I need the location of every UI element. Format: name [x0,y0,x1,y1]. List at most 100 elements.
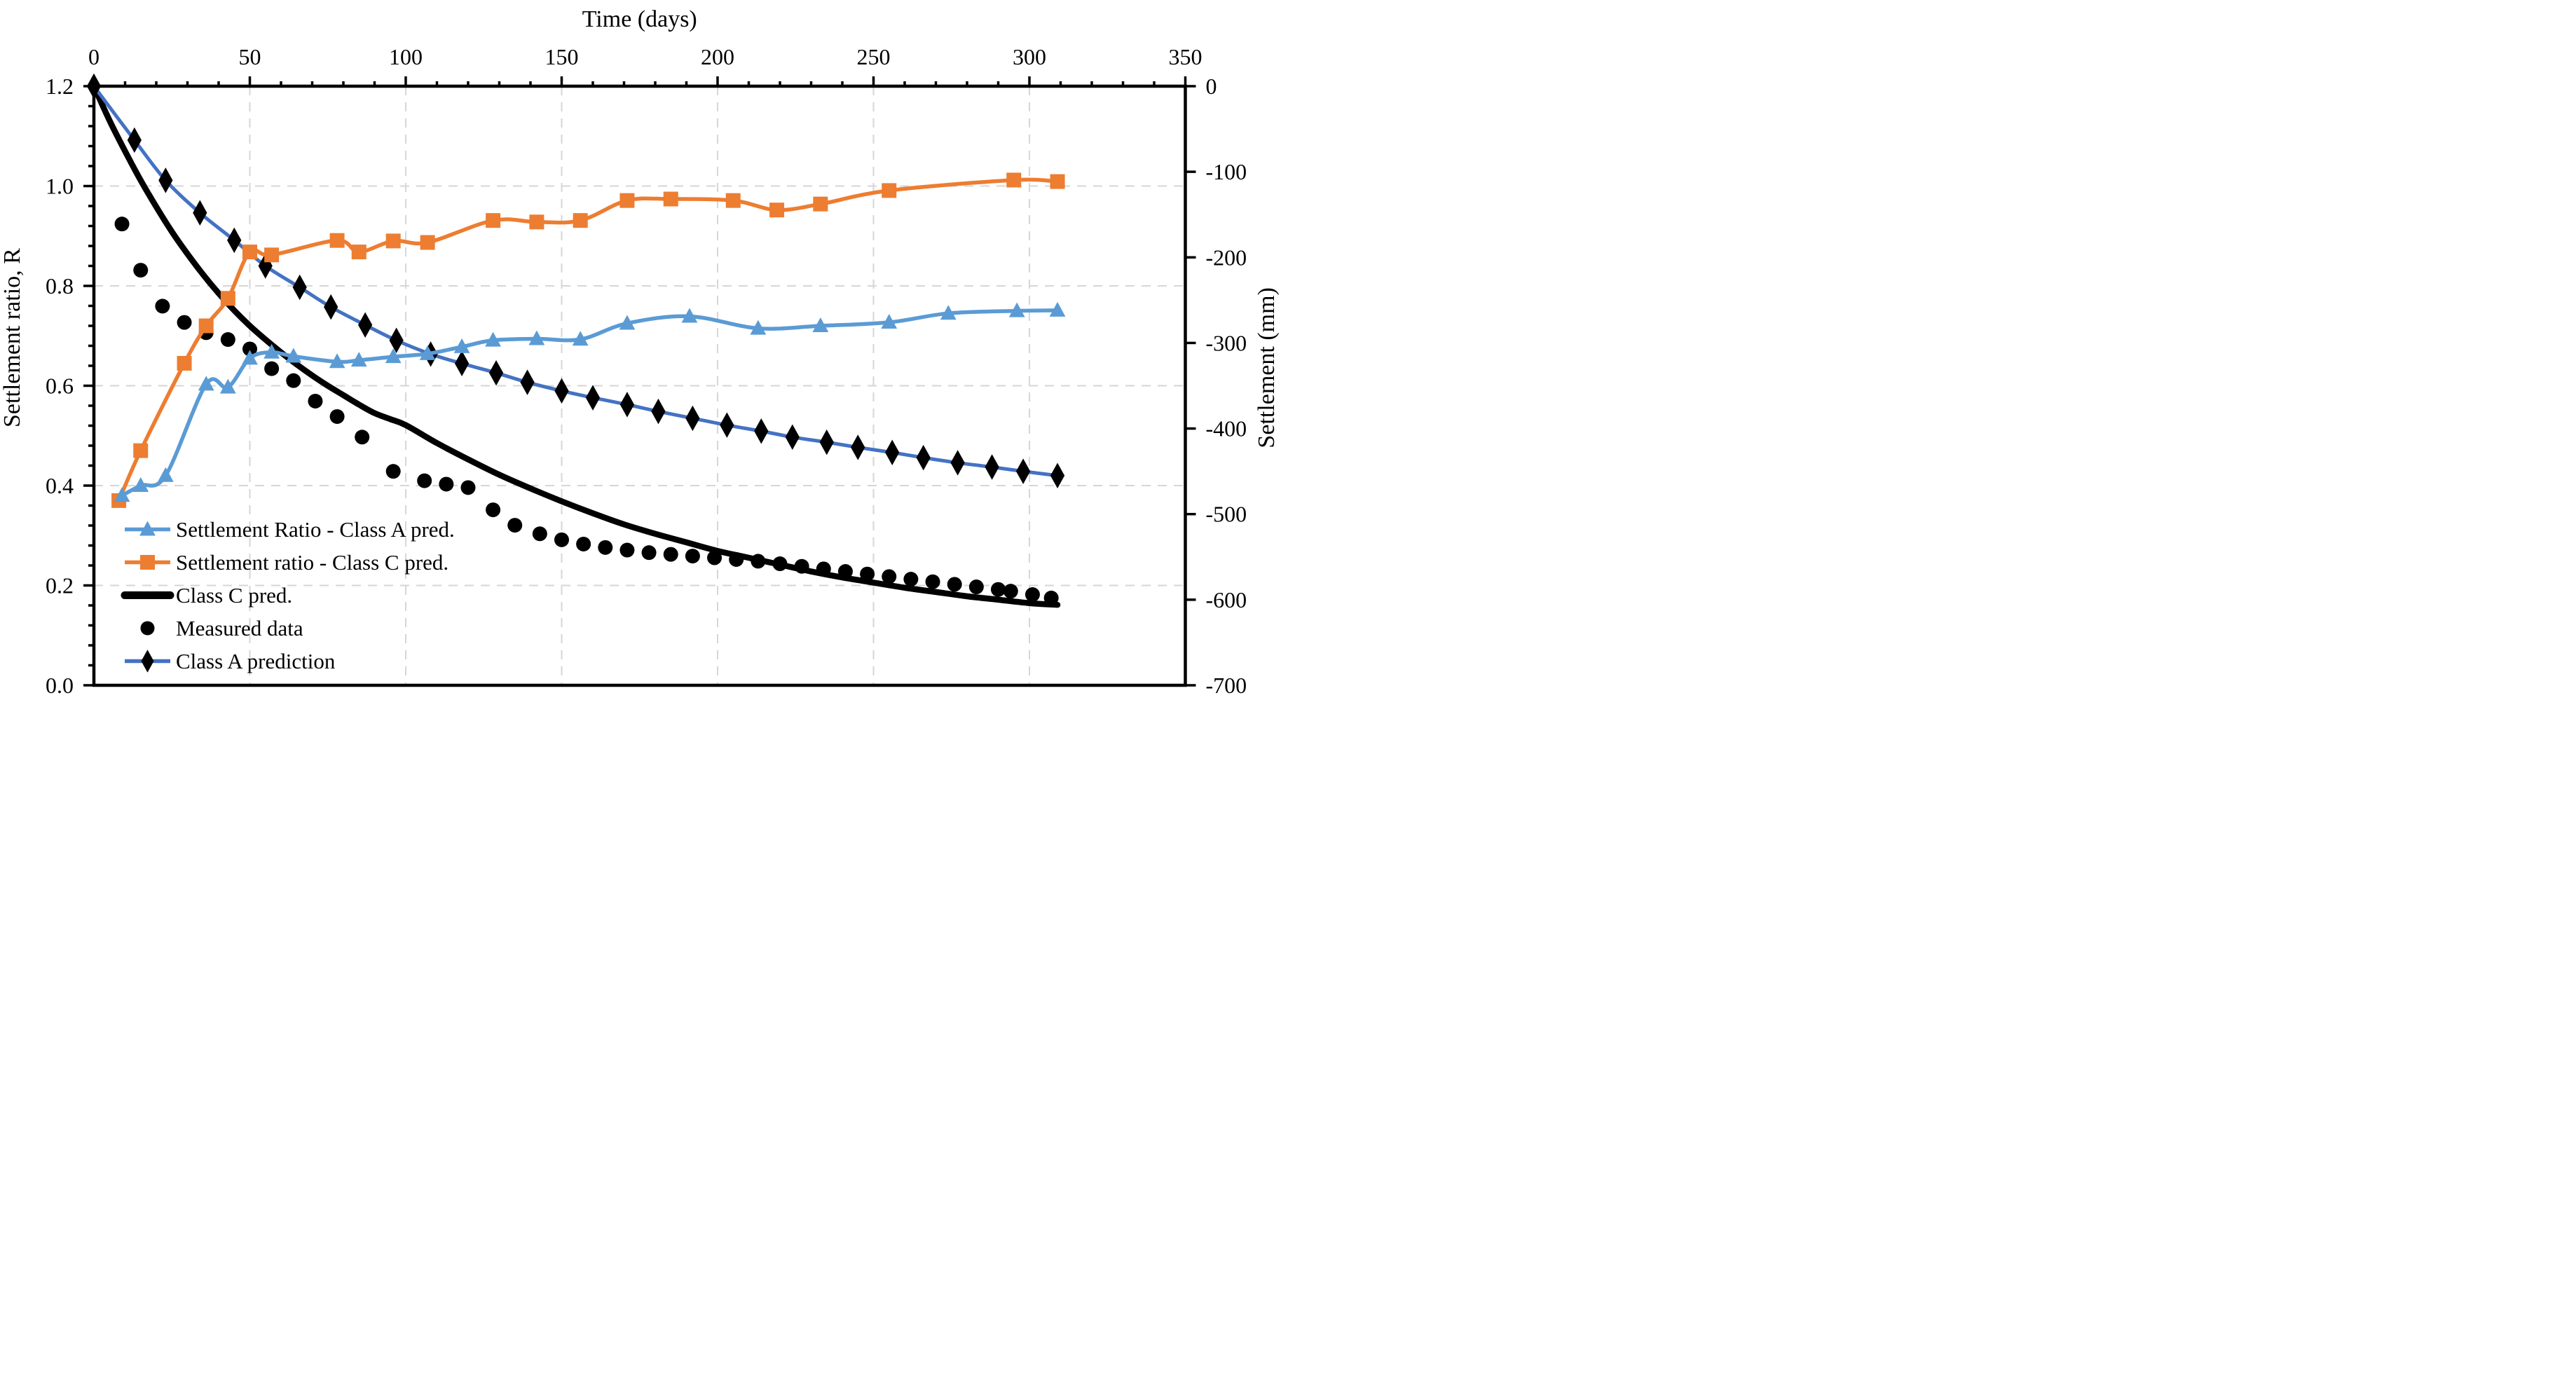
y-right-tick-label: 0 [1206,74,1217,99]
data-point-triangle [329,353,345,369]
y-right-tick-label: -300 [1206,330,1247,355]
legend-item-settlement-ratio-class-a-pred: Settlement Ratio - Class A pred. [125,517,455,542]
data-point-square [140,555,155,570]
data-point-square [133,443,149,458]
data-point-triangle [881,314,898,329]
legend-item-measured-data: Measured data [140,616,303,640]
data-point-diamond [488,359,504,386]
data-point-circle [1003,584,1018,599]
data-point-circle [751,554,766,569]
data-point-circle [860,566,875,582]
series-settlement-ratio-class-c-pred [111,172,1065,508]
data-point-triangle [139,521,156,536]
x-axis-tick-labels: 0 50 100 150 200 250 300 350 [88,44,1203,69]
data-point-circle [925,574,940,589]
y-right-tick-label: -500 [1206,502,1247,527]
data-point-triangle [419,345,436,360]
data-point-triangle [453,338,470,353]
data-point-diamond [985,454,999,480]
axis-ticks [83,76,1196,687]
data-point-circle [903,572,919,587]
data-point-square [725,193,741,208]
data-point-circle [532,526,547,542]
y-right-tick-label: -600 [1206,587,1247,612]
data-point-triangle [198,376,214,391]
data-point-circle [729,551,744,567]
data-point-diamond [720,412,734,438]
data-point-square [529,214,544,230]
data-point-triangle [263,343,280,359]
data-point-diamond [324,294,338,320]
data-point-diamond [1050,462,1065,488]
y-left-tick-label: 0.2 [46,573,74,598]
data-point-triangle [619,315,636,330]
data-point-circle [882,569,897,584]
data-point-circle [816,561,831,577]
data-point-circle [772,556,788,572]
data-point-circle [991,582,1006,597]
y-right-tick-label: -200 [1206,245,1247,270]
data-point-circle [1025,587,1040,603]
legend: Settlement Ratio - Class A pred. Settleme… [121,517,455,673]
legend-item-settlement-ratio-class-c-pred: Settlement ratio - Class C pred. [125,550,448,575]
series-line [116,177,1060,503]
settlement-chart-figure: 0 50 100 150 200 250 300 350 1.2 1.0 0.8 0.6 0.4 0.2 0… [0,0,1288,696]
legend-label: Measured data [176,616,303,640]
legend-label: Class C pred. [176,583,292,608]
data-point-circle [663,547,678,562]
data-point-triangle [385,348,402,364]
data-point-square [242,245,257,260]
data-point-square [329,233,345,248]
data-point-circle [598,540,613,555]
data-point-square [1050,174,1065,189]
data-point-diamond [851,434,865,460]
legend-label: Settlement ratio - Class C pred. [176,550,448,575]
chart-canvas: 0 50 100 150 200 250 300 350 1.2 1.0 0.8 0.6 0.4 0.2 0… [0,0,1288,696]
data-point-circle [460,480,476,495]
data-point-triangle [157,467,174,482]
data-point-circle [641,545,657,561]
legend-label: Settlement Ratio - Class A pred. [176,517,455,542]
data-point-circle [286,373,301,388]
x-tick-label: 250 [857,44,891,69]
data-point-triangle [114,487,130,502]
data-point-triangle [1008,302,1025,317]
data-point-square [177,355,192,371]
x-tick-label: 350 [1169,44,1203,69]
legend-item-class-c-pred: Class C pred. [121,583,292,608]
data-point-circle [329,409,345,424]
data-point-triangle [242,350,258,365]
data-point-diamond [916,444,931,471]
x-axis-title: Time (days) [582,6,697,32]
x-tick-label: 50 [239,44,261,69]
data-point-diamond [1015,458,1031,484]
y-right-tick-labels: 0 -100 -200 -300 -400 -500 -600 -700 [1206,74,1247,696]
data-point-diamond [885,439,900,465]
data-point-circle [707,550,722,565]
data-point-triangle [350,352,367,367]
data-point-square [486,213,501,228]
data-point-circle [837,564,853,579]
x-tick-label: 100 [389,44,423,69]
y-right-tick-label: -400 [1206,416,1247,441]
y-left-tick-label: 1.0 [46,174,74,199]
y-left-tick-label: 0.8 [46,273,74,298]
data-point-diamond [785,424,800,451]
y-left-axis-title: Settlement ratio, R [0,248,25,427]
y-left-tick-label: 0.6 [46,373,74,399]
y-left-tick-labels: 1.2 1.0 0.8 0.6 0.4 0.2 0.0 [46,74,74,696]
data-point-triangle [750,320,767,335]
data-point-square [1006,172,1022,188]
data-point-diamond [227,227,242,254]
data-point-diamond [86,73,102,100]
data-point-square [619,193,635,208]
data-point-diamond [389,327,404,353]
y-left-tick-label: 0.4 [46,473,74,498]
data-point-circle [439,476,454,492]
data-point-triangle [812,317,829,332]
data-point-triangle [1049,301,1066,317]
data-point-circle [486,502,501,518]
data-point-circle [576,536,591,551]
data-point-circle [114,217,130,232]
data-point-triangle [681,308,698,323]
